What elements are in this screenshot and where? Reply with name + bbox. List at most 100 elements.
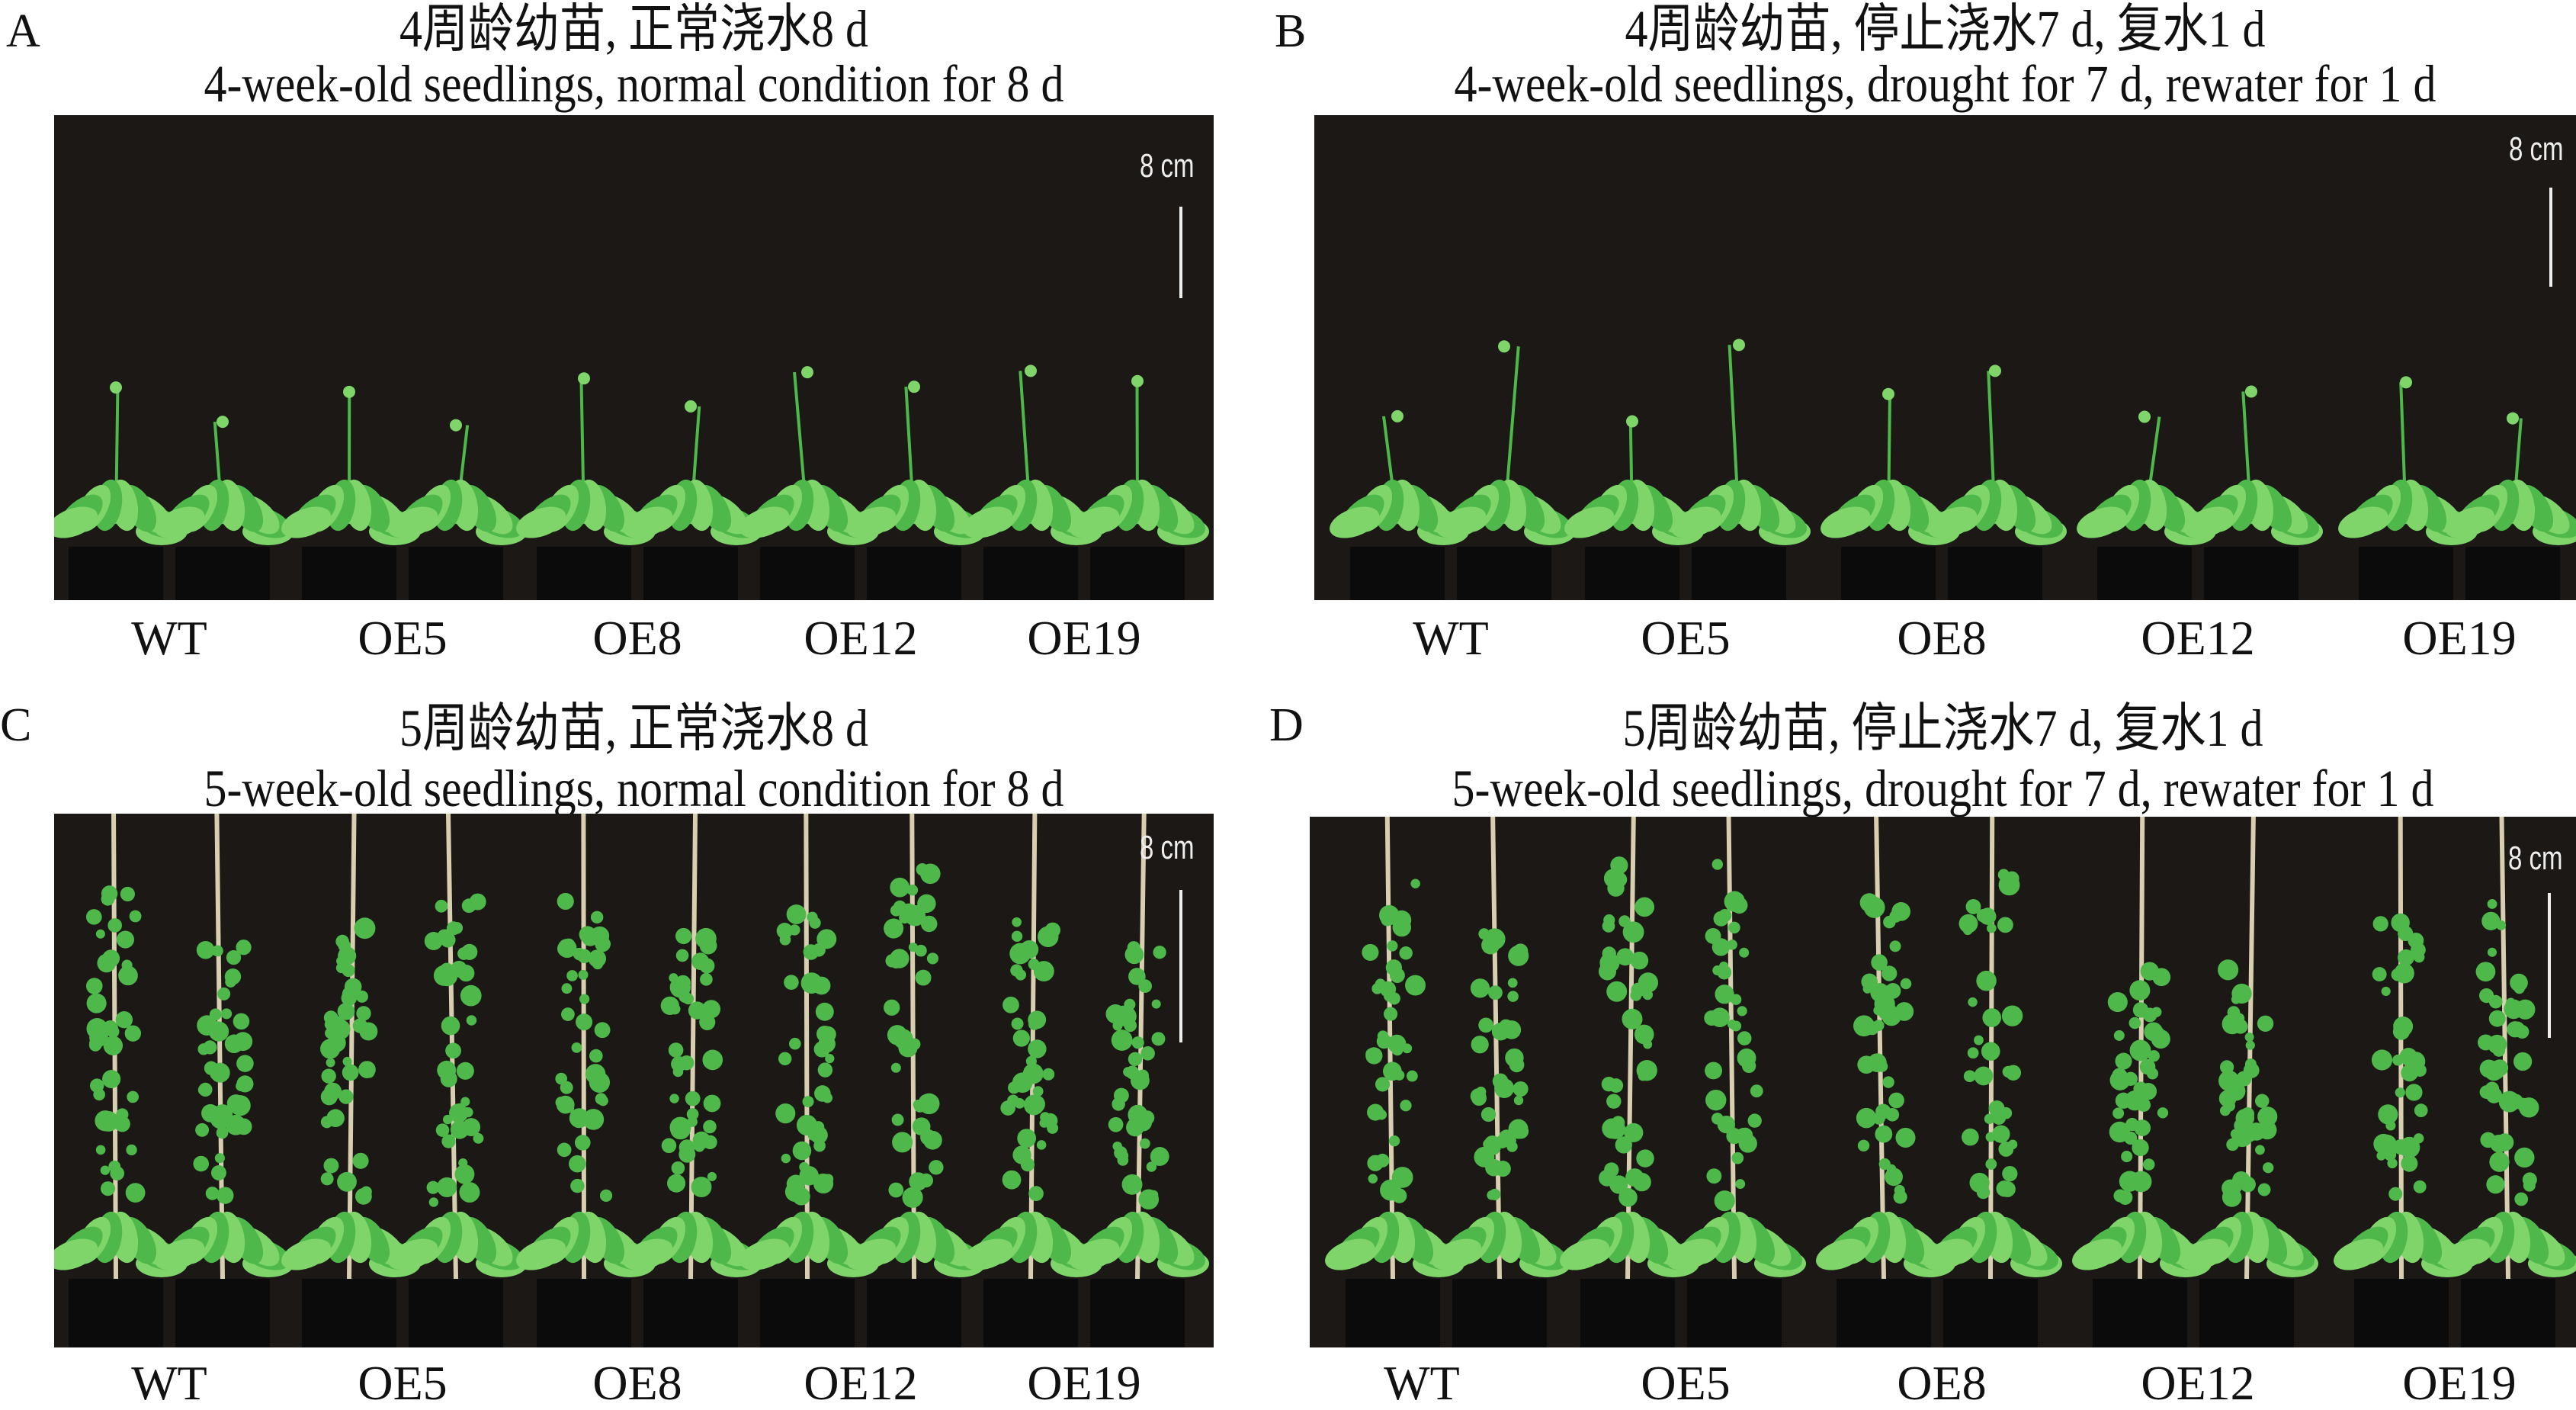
leaf bbox=[2257, 1016, 2273, 1032]
leaf bbox=[1966, 899, 1981, 914]
leaf bbox=[685, 1091, 701, 1106]
panel-title-en: 4-week-old seedlings, normal condition f… bbox=[54, 58, 1214, 111]
leaf bbox=[569, 1155, 586, 1173]
pot bbox=[2465, 547, 2560, 600]
leaf bbox=[890, 878, 909, 898]
leaf bbox=[1038, 927, 1058, 947]
leaf bbox=[2236, 1071, 2251, 1086]
flower-bud bbox=[2245, 386, 2257, 398]
leaf bbox=[2493, 1044, 2505, 1056]
pot bbox=[2199, 1279, 2294, 1347]
leaf bbox=[916, 970, 932, 986]
leaf bbox=[96, 1145, 106, 1155]
leaf bbox=[1140, 1139, 1150, 1149]
pot bbox=[409, 1279, 503, 1347]
panel-title-en: 5-week-old seedlings, drought for 7 d, r… bbox=[1310, 763, 2576, 815]
plant-photo: 8 cm bbox=[1314, 115, 2576, 600]
pot bbox=[1585, 547, 1679, 600]
plant-photo: 8 cm bbox=[54, 115, 1214, 600]
leaf bbox=[2108, 992, 2128, 1012]
leaf bbox=[556, 1097, 567, 1108]
leaf bbox=[2263, 1162, 2273, 1173]
leaf bbox=[1606, 1094, 1621, 1108]
pot bbox=[1350, 547, 1445, 600]
panel-letter: D bbox=[1269, 702, 1304, 749]
leaf bbox=[787, 1175, 805, 1193]
genotype-label: OE8 bbox=[592, 1359, 682, 1408]
pot bbox=[537, 1279, 631, 1347]
leaf bbox=[2121, 1151, 2132, 1162]
pot bbox=[1948, 547, 2042, 600]
leaf bbox=[90, 1078, 104, 1092]
genotype-label: OE12 bbox=[804, 1359, 917, 1408]
leaf bbox=[818, 1062, 832, 1077]
leaf bbox=[2489, 1152, 2509, 1172]
leaf bbox=[437, 966, 457, 987]
stake bbox=[1493, 817, 1500, 1279]
pot bbox=[1580, 1279, 1675, 1347]
leaf bbox=[457, 1062, 474, 1080]
leaf bbox=[2488, 948, 2497, 957]
leaf bbox=[2234, 1013, 2244, 1023]
leaf bbox=[2258, 1184, 2271, 1196]
leaf bbox=[1128, 1105, 1147, 1125]
stake bbox=[1876, 817, 1884, 1279]
leaf bbox=[1998, 869, 2010, 881]
leaf bbox=[217, 988, 230, 1000]
pot bbox=[1346, 1279, 1440, 1347]
leaf bbox=[572, 1042, 582, 1053]
leaf bbox=[1877, 1001, 1896, 1020]
leaf bbox=[1150, 1147, 1169, 1166]
leaf bbox=[1510, 949, 1519, 958]
plant bbox=[2441, 413, 2576, 600]
leaf bbox=[197, 941, 215, 959]
leaf bbox=[236, 1055, 254, 1072]
leaf bbox=[98, 1111, 119, 1132]
leaf bbox=[193, 1156, 209, 1172]
leaf bbox=[1375, 1154, 1389, 1168]
scale-label: 8 cm bbox=[2508, 840, 2563, 878]
leaf bbox=[1739, 948, 1749, 958]
leaf bbox=[1976, 971, 1997, 991]
leaf bbox=[1015, 1098, 1025, 1109]
leaf bbox=[687, 1108, 699, 1120]
leaf bbox=[1399, 946, 1413, 960]
leaf bbox=[1047, 1123, 1058, 1134]
leaf bbox=[1630, 990, 1641, 1001]
pot bbox=[2461, 1279, 2555, 1347]
leaf bbox=[1112, 1029, 1133, 1051]
leaf bbox=[667, 1174, 685, 1193]
leaf bbox=[1402, 1043, 1412, 1053]
leaf bbox=[1637, 1060, 1657, 1081]
leaf bbox=[338, 1003, 355, 1020]
leaf bbox=[1634, 1025, 1654, 1045]
leaf bbox=[225, 968, 241, 984]
pot bbox=[175, 547, 270, 600]
leaf bbox=[2118, 1190, 2132, 1205]
leaf bbox=[1879, 1158, 1891, 1170]
pot bbox=[537, 547, 631, 600]
leaf bbox=[429, 1197, 438, 1206]
leaf bbox=[1717, 965, 1731, 980]
leaf bbox=[2245, 1033, 2254, 1042]
leaf bbox=[891, 1063, 901, 1073]
leaf bbox=[338, 1089, 353, 1103]
pot bbox=[760, 547, 855, 600]
leaf bbox=[1140, 1046, 1155, 1061]
leaf bbox=[1509, 1057, 1525, 1072]
leaf bbox=[1013, 1029, 1030, 1046]
leaf bbox=[1002, 1171, 1022, 1190]
flower-bud bbox=[1391, 410, 1403, 422]
panel-letter: B bbox=[1275, 8, 1306, 55]
leaf bbox=[2396, 917, 2407, 928]
plant-photo: 8 cm bbox=[1310, 817, 2576, 1347]
leaf bbox=[678, 1146, 695, 1163]
leaf bbox=[816, 1003, 834, 1021]
leaf bbox=[1639, 900, 1654, 915]
leaf bbox=[576, 1013, 592, 1030]
panel-letter: A bbox=[6, 8, 40, 55]
leaf bbox=[781, 1154, 791, 1163]
leaf bbox=[1606, 981, 1627, 1002]
leaf bbox=[2373, 916, 2388, 931]
leaf bbox=[1963, 926, 1972, 935]
